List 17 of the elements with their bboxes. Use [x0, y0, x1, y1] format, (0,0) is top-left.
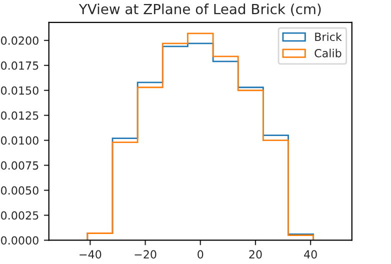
legend-label: Brick — [315, 32, 342, 42]
x-tick-label: 0 — [198, 250, 204, 259]
y-tick-label: 0.0075 — [1, 161, 38, 170]
y-tick-label: 0.0100 — [1, 136, 38, 145]
y-tick-label: 0.0175 — [1, 61, 38, 70]
chart-title: YView at ZPlane of Lead Brick (cm) — [78, 4, 321, 16]
y-tick-label: 0.0000 — [1, 236, 38, 245]
x-tick-label: 40 — [304, 250, 317, 259]
x-tick-label: −20 — [134, 250, 156, 259]
y-tick-label: 0.0150 — [1, 86, 38, 95]
legend-label: Calib — [314, 48, 342, 58]
y-tick-label: 0.0125 — [1, 111, 38, 120]
y-tick-label: 0.0025 — [1, 211, 38, 220]
x-tick-label: 20 — [249, 250, 262, 259]
y-tick-label: 0.0200 — [1, 36, 38, 45]
x-tick-label: −40 — [80, 250, 102, 259]
y-tick-label: 0.0050 — [1, 186, 38, 195]
